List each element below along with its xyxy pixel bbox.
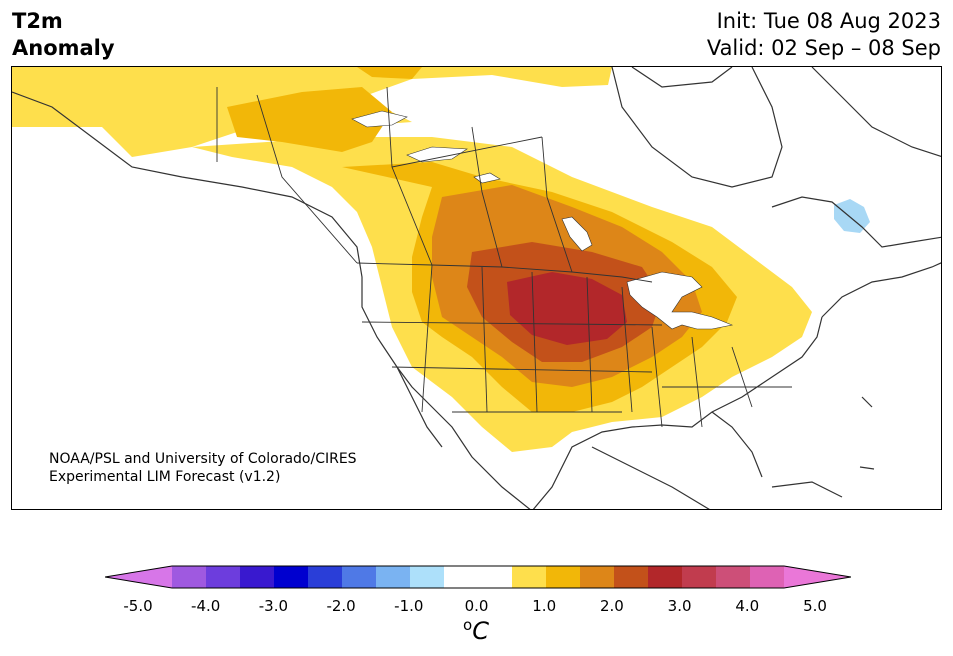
map-canvas	[12, 67, 941, 509]
colorbar-tick-label: -2.0	[326, 597, 356, 615]
colorbar-tick-label: -3.0	[258, 597, 289, 615]
great-lakes-shape	[626, 271, 734, 330]
colorbar-tick-label: 5.0	[803, 597, 827, 615]
credit-line-1: NOAA/PSL and University of Colorado/CIRE…	[49, 451, 357, 467]
credit-line-2: Experimental LIM Forecast (v1.2)	[49, 469, 281, 485]
colorbar-tick-label: 4.0	[735, 597, 760, 615]
colorbar-unit: oC	[463, 616, 489, 645]
colorbar-tick-label: -5.0	[123, 597, 153, 615]
colorbar	[105, 565, 851, 589]
map-credit: NOAA/PSL and University of Colorado/CIRE…	[49, 450, 357, 486]
colorbar-tick-label: 2.0	[599, 597, 624, 615]
colorbar-swatch	[546, 566, 581, 588]
state-borders	[216, 86, 792, 428]
anomaly-fill-neg1p0	[834, 199, 870, 233]
colorbar-outline	[105, 565, 851, 589]
colorbar-swatch	[172, 566, 207, 588]
coastlines	[12, 67, 941, 509]
unit-base: C	[472, 617, 489, 645]
colorbar-swatch	[648, 566, 683, 588]
valid-range: Valid: 02 Sep – 08 Sep	[706, 36, 941, 60]
unit-superscript: o	[463, 616, 473, 634]
colorbar-swatch	[682, 566, 717, 588]
anomaly-fill-3p0	[507, 272, 627, 345]
colorbar-swatch	[308, 566, 343, 588]
colorbar-swatch	[274, 566, 309, 588]
colorbar-tick-label: 3.0	[667, 597, 692, 615]
colorbar-swatch	[342, 566, 377, 588]
map-title: T2m Anomaly	[12, 8, 115, 62]
colorbar-tick-label: -1.0	[394, 597, 424, 615]
colorbar-swatch	[478, 566, 513, 588]
colorbar-swatch	[750, 566, 785, 588]
colorbar-tick-label: 1.0	[532, 597, 557, 615]
init-date: Init: Tue 08 Aug 2023	[716, 9, 941, 33]
colorbar-swatch	[206, 566, 241, 588]
variable-label: T2m	[12, 9, 63, 33]
anomaly-fills	[12, 67, 870, 452]
forecast-dates: Init: Tue 08 Aug 2023 Valid: 02 Sep – 08…	[707, 8, 941, 62]
colorbar-extend-high	[784, 566, 851, 588]
colorbar-swatch	[512, 566, 547, 588]
colorbar-swatch	[410, 566, 445, 588]
colorbar-swatch	[240, 566, 275, 588]
colorbar-tick-label: 0.0	[464, 597, 489, 615]
colorbar-swatch	[444, 566, 479, 588]
colorbar-swatch	[376, 566, 411, 588]
colorbar-extend-low	[105, 566, 172, 588]
colorbar-tick-label: -4.0	[191, 597, 221, 615]
colorbar-swatch	[716, 566, 751, 588]
anomaly-label: Anomaly	[12, 36, 115, 60]
colorbar-swatch	[580, 566, 615, 588]
anomaly-map	[11, 66, 942, 510]
colorbar-swatch	[614, 566, 649, 588]
